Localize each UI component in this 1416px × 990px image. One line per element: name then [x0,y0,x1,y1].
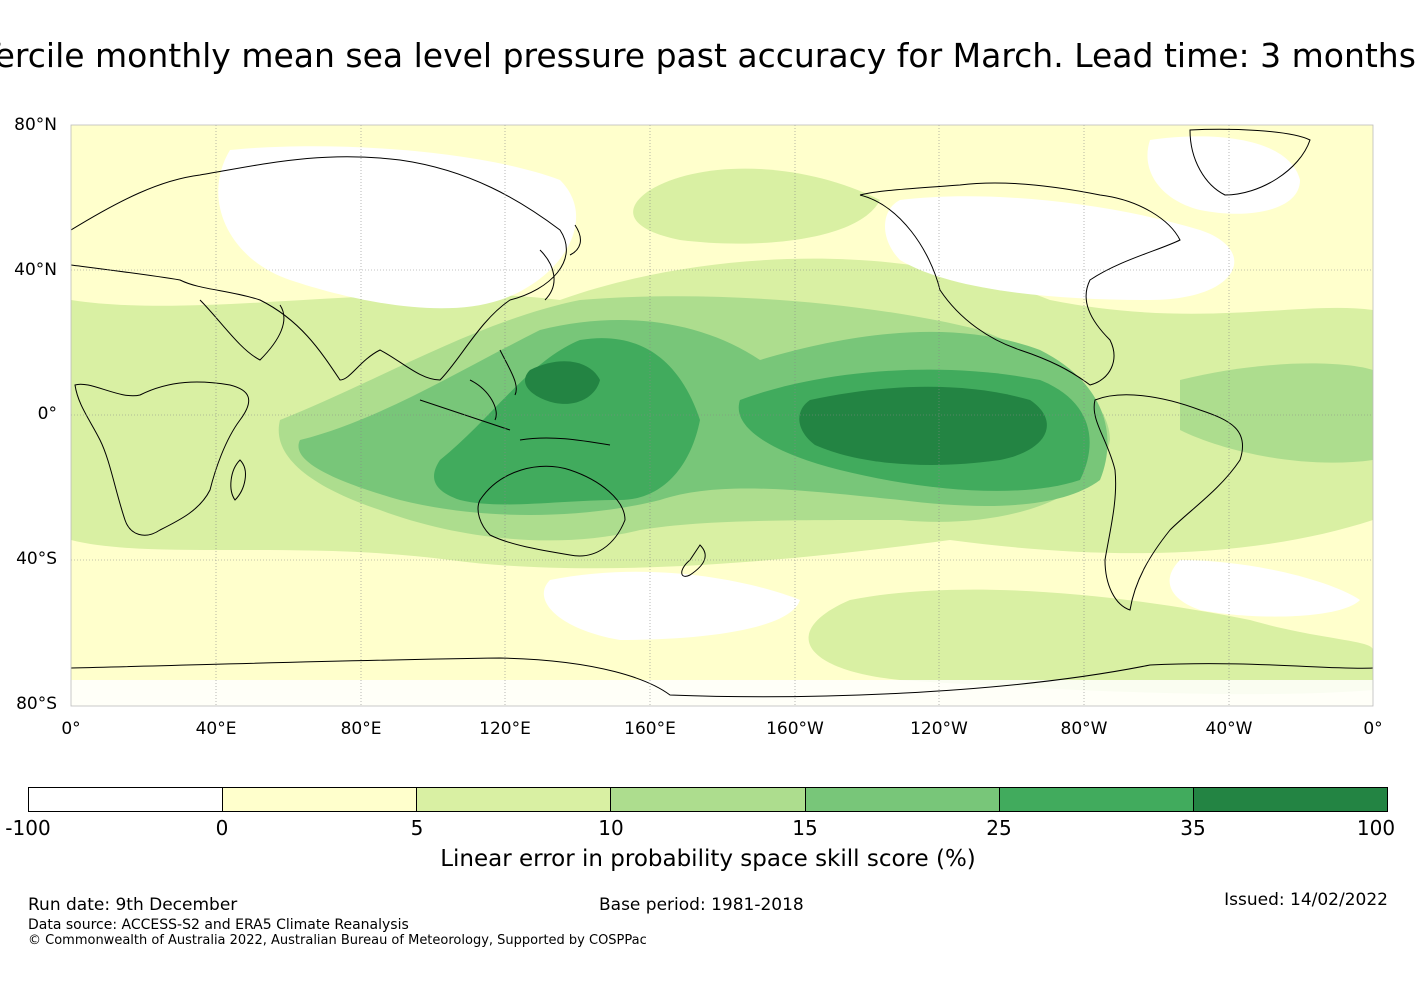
lat-label-80n: 80°N [14,115,57,135]
coastline-south-america [1093,394,1244,611]
coastline-greenland [1189,128,1311,196]
colorbar-tick: 100 [1356,816,1396,840]
lat-label-80s: 80°S [16,694,57,714]
coastline-australia [477,465,626,557]
issued-date: Issued: 14/02/2022 [1224,890,1388,910]
coastline-europe-asia [71,156,567,381]
colorbar-title: Linear error in probability space skill … [440,846,976,872]
map-frame [70,124,1374,707]
negative-skill-asia [218,146,577,309]
lon-label-80w: 80°W [1060,719,1108,739]
gridlines [71,125,1373,706]
lon-label-120w: 120°W [910,719,968,739]
lon-label-0-left: 0° [61,719,81,739]
colorbar-segment-35-100 [1193,788,1387,811]
colorbar-tick: 15 [792,816,818,840]
coastline-madagascar [230,459,246,501]
colorbar-tick: 25 [986,816,1012,840]
lat-label-40s: 40°S [16,549,57,569]
colorbar-tick: -100 [5,816,51,840]
coastline-antarctica [71,657,1373,698]
lat-label-equator: 0° [37,404,57,424]
map-title: Tercile monthly mean sea level pressure … [0,36,1416,75]
lon-label-160w: 160°W [766,719,824,739]
colorbar-segment-25-35 [999,788,1194,811]
colorbar-segment-5-10 [417,788,612,811]
colorbar-tick: 35 [1180,816,1206,840]
colorbar-segment-0-5 [223,788,418,811]
skill-band-5-10-south [808,589,1373,695]
lon-label-160e: 160°E [624,719,676,739]
lon-label-0-right: 0° [1363,719,1383,739]
negative-skill-south-atlantic [1169,560,1360,617]
skill-field [71,125,1373,706]
negative-skill-north-america [885,196,1235,300]
coastline-japan [539,224,581,301]
coastlines [71,128,1373,698]
colorbar-segment-10-15 [611,788,806,811]
lon-label-120e: 120°E [479,719,531,739]
colorbar-tick: 5 [410,816,424,840]
skill-band-25-35 [434,338,700,505]
colorbar [28,787,1388,812]
skill-band-35-100 [799,386,1047,465]
coastline-africa [74,381,250,536]
colorbar-segment-15-25 [805,788,1000,811]
lon-label-80e: 80°E [340,719,382,739]
lat-label-40n: 40°N [14,260,57,280]
lon-label-40w: 40°W [1205,719,1253,739]
base-period: Base period: 1981-2018 [599,895,804,915]
coastline-arabia [199,299,285,361]
negative-skill-southern-ocean [543,571,800,640]
data-source: Data source: ACCESS-S2 and ERA5 Climate … [28,917,409,933]
negative-skill-greenland [1147,136,1300,214]
coastline-new-zealand [681,544,706,577]
negative-skill-antarctic [71,680,1373,706]
run-date: Run date: 9th December [28,895,238,915]
skill-band-10-15-atlantic [1180,363,1373,463]
colorbar-tick: 10 [598,816,624,840]
coastline-north-america [859,182,1181,386]
skill-band-5-10-north [633,168,880,244]
colorbar-segment-neg100-0 [29,788,224,811]
colorbar-tick: 0 [215,816,229,840]
copyright: © Commonwealth of Australia 2022, Austra… [28,933,647,948]
lon-label-40e: 40°E [195,719,237,739]
skill-band-35-100-west [525,361,600,404]
